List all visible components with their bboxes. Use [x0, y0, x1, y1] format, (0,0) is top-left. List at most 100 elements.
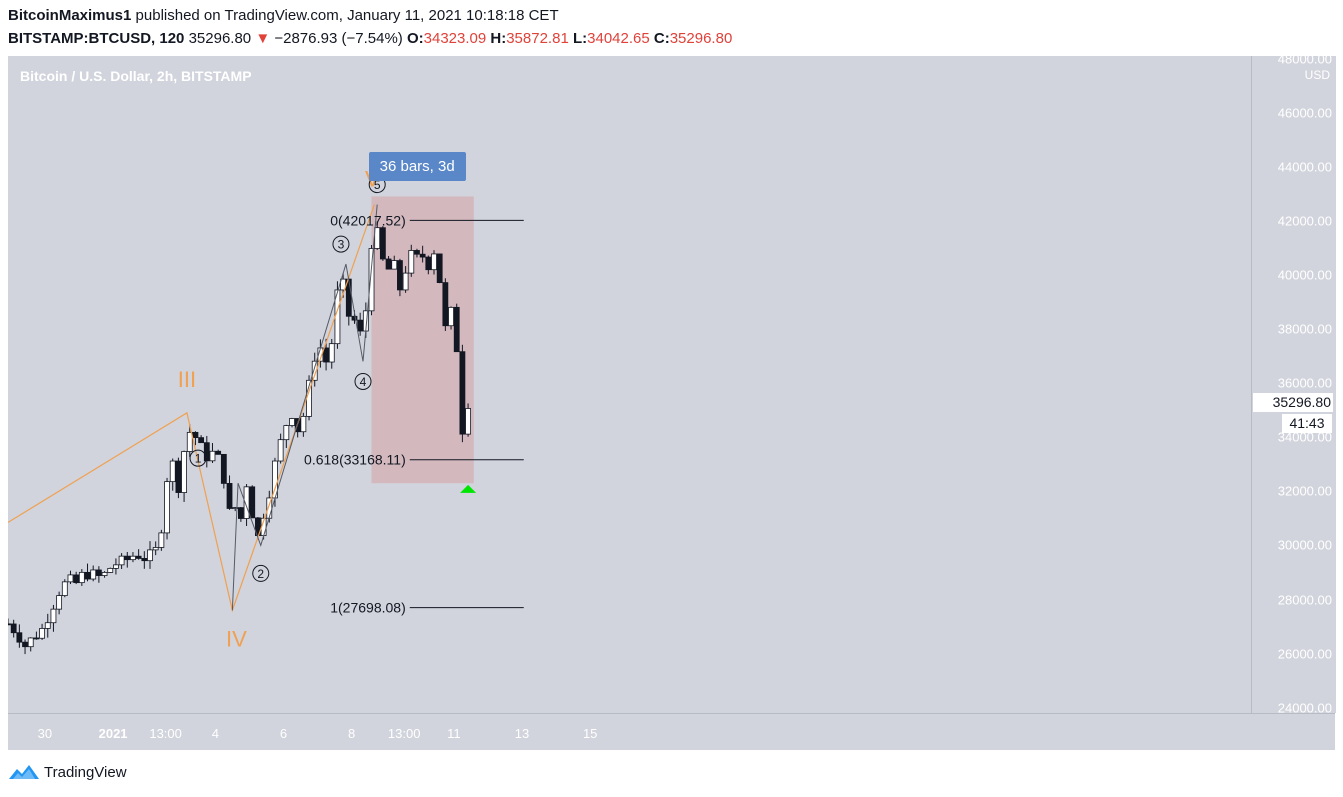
candle-body: [27, 637, 34, 648]
candle-body: [436, 253, 443, 284]
candle-body: [453, 306, 460, 353]
time-tick-label: 8: [348, 726, 356, 741]
time-tick-label: 2021: [98, 726, 128, 741]
author-name[interactable]: BitcoinMaximus1: [8, 7, 132, 24]
candle-body: [323, 347, 329, 363]
open-label: O:: [406, 30, 424, 47]
symbol-label: Bitcoin / U.S. Dollar, 2h, BITSTAMP: [20, 68, 252, 84]
ohlc-line: BITSTAMP:BTCUSD, 120 35296.80 ▼ −2876.93…: [8, 30, 732, 47]
wave-label-iii: III: [178, 367, 196, 392]
candle-body: [61, 581, 68, 596]
candle-body: [226, 483, 233, 509]
candle-body: [283, 425, 290, 441]
subwave-circle-1: [189, 449, 207, 467]
candle-body: [152, 547, 159, 551]
time-tick-label: 4: [211, 726, 219, 741]
time-tick-label: 13:00: [149, 726, 182, 741]
candle-body: [147, 549, 153, 562]
candle-body: [289, 418, 295, 426]
candle-body: [56, 595, 63, 610]
candle-body: [220, 453, 227, 484]
time-tick-label: 15: [582, 726, 598, 741]
high-value: 35872.81: [506, 30, 569, 47]
subwave-line: [231, 204, 378, 611]
symbol-interval: BITSTAMP:BTCUSD, 120: [8, 30, 185, 47]
subwave-label-4: 4: [360, 375, 367, 389]
low-label: L:: [572, 30, 588, 47]
candle-body: [67, 574, 74, 583]
candle-body: [95, 569, 102, 576]
candle-body: [243, 486, 250, 519]
price-axis[interactable]: 48000.00 46000.00 44000.00 42000.00 40000.00…: [1251, 51, 1336, 716]
candle-body: [431, 253, 437, 271]
last-price: 35296.80: [188, 30, 252, 47]
candle-body: [44, 622, 51, 629]
candle-body: [169, 460, 176, 483]
time-tick-label: 13:00: [387, 726, 421, 741]
candle-body: [328, 343, 335, 363]
price-tick-label: 44000.00: [1277, 159, 1332, 175]
candle-body: [135, 555, 142, 559]
price-tick-label: 48000.00: [1277, 51, 1332, 66]
candle-body: [84, 571, 91, 580]
candle-body: [232, 507, 239, 510]
candle-body: [345, 278, 352, 317]
time-tick-label: 6: [279, 726, 288, 741]
candle-body: [101, 572, 108, 576]
candle-body: [39, 628, 45, 639]
candle-body: [379, 227, 386, 260]
close-label: C:: [653, 30, 670, 47]
candle-body: [192, 431, 199, 439]
price-tick-label: 36000.00: [1277, 375, 1332, 391]
time-tick-label: 11: [447, 726, 461, 741]
candle-body: [50, 608, 57, 624]
brand-name: TradingView: [44, 763, 127, 781]
open-value: 34323.09: [423, 30, 487, 47]
candle-body: [425, 256, 432, 271]
candle-body: [277, 439, 284, 462]
primary-wave-line: [8, 204, 375, 613]
candle-body: [391, 260, 398, 270]
price-tick-label: 32000.00: [1277, 483, 1332, 499]
candle-body: [448, 306, 454, 327]
candle-body: [78, 571, 85, 584]
close-value: 35296.80: [669, 30, 733, 47]
candle-body: [73, 574, 80, 584]
price-tick-label: 28000.00: [1277, 592, 1332, 607]
currency-label: USD: [1304, 68, 1330, 82]
chart-plot-area[interactable]: IIIIVV123450(42017.52)0.618(33168.11)1(2…: [8, 56, 1251, 713]
footer-brand[interactable]: TradingView: [8, 762, 127, 782]
publish-line: BitcoinMaximus1 published on TradingView…: [8, 7, 559, 24]
published-text: published on TradingView.com, January 11…: [135, 7, 559, 24]
time-axis[interactable]: 30 2021 13:00 4 6 8 13:00 11 13 15: [8, 713, 1335, 750]
candle-body: [402, 272, 409, 291]
candle-body: [397, 260, 403, 291]
candle-body: [414, 250, 420, 255]
candle-body: [10, 623, 17, 634]
low-value: 34042.65: [587, 30, 650, 47]
price-tick-label: 26000.00: [1277, 646, 1332, 662]
time-tick-label: 13: [514, 726, 530, 741]
candle-body: [351, 315, 358, 321]
fib-level-label: 1(27698.08): [330, 600, 406, 616]
subwave-circle-4: [354, 372, 372, 390]
candle-body: [164, 481, 170, 534]
candle-body: [158, 532, 165, 548]
candle-body: [141, 558, 148, 562]
candle-body: [209, 450, 216, 462]
candle-body: [442, 282, 449, 327]
candle-body: [237, 507, 244, 519]
price-tick-label: 30000.00: [1277, 537, 1332, 553]
price-tick-label: 34000.00: [1277, 429, 1332, 445]
fib-level-label: 0(42017.52): [330, 212, 406, 228]
subwave-circle-2: [252, 564, 270, 582]
candle-body: [90, 569, 97, 580]
candle-body: [357, 319, 364, 332]
price-tick-label: 24000.00: [1277, 700, 1332, 716]
subwave-circle-3: [332, 235, 350, 253]
price-tick-label: 42000.00: [1277, 213, 1332, 229]
bar-countdown-tag: 41:43: [1282, 414, 1332, 434]
price-change: −2876.93 (−7.54%): [274, 30, 403, 47]
price-tick-label: 40000.00: [1277, 267, 1332, 283]
candle-body: [107, 567, 114, 573]
